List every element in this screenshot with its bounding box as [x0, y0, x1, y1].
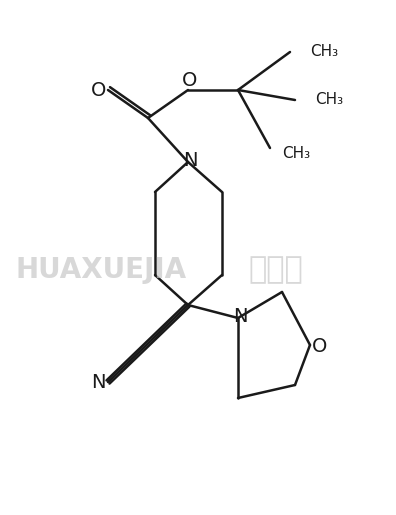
Text: N: N	[183, 151, 197, 170]
Text: CH₃: CH₃	[310, 43, 338, 59]
Text: O: O	[182, 72, 198, 91]
Text: HUAXUEJIA: HUAXUEJIA	[15, 256, 186, 284]
Text: O: O	[91, 80, 107, 99]
Text: N: N	[233, 307, 247, 327]
Text: N: N	[91, 373, 105, 392]
Text: 化学加: 化学加	[248, 255, 303, 284]
Text: CH₃: CH₃	[282, 146, 310, 161]
Text: CH₃: CH₃	[315, 92, 343, 107]
Text: O: O	[312, 336, 327, 355]
